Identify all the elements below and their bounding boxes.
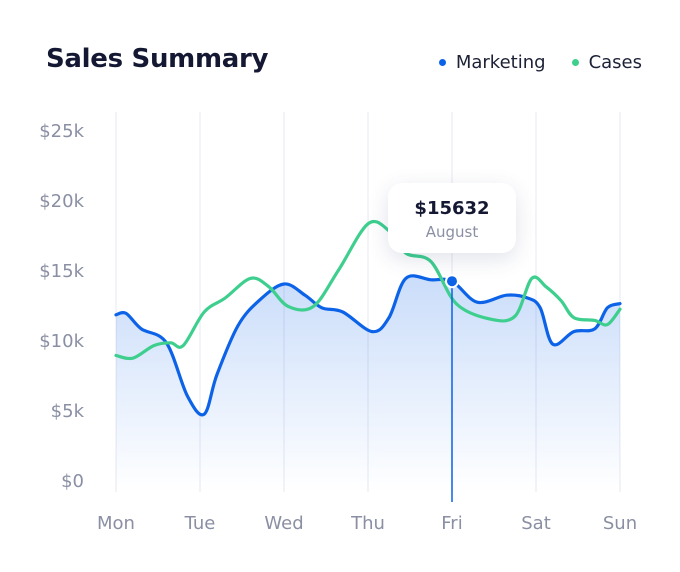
chart-tooltip: $15632 August xyxy=(388,183,516,253)
y-tick-2: $10k xyxy=(39,331,84,352)
legend-dot-marketing xyxy=(438,59,446,66)
chart-legend: Marketing Cases xyxy=(438,52,642,73)
legend-item-cases[interactable]: Cases xyxy=(571,52,642,73)
tooltip-label: August xyxy=(425,223,479,241)
x-tick-sun: Sun xyxy=(603,513,637,534)
legend-dot-cases xyxy=(571,59,579,66)
y-tick-0: $0 xyxy=(61,471,84,492)
legend-label-marketing: Marketing xyxy=(455,52,546,73)
legend-label-cases: Cases xyxy=(588,52,642,73)
highlight-point xyxy=(445,274,459,289)
series-line-marketing xyxy=(114,274,622,417)
series-area-marketing xyxy=(116,275,620,492)
x-tick-sat: Sat xyxy=(521,513,551,534)
y-tick-4: $20k xyxy=(39,191,84,212)
x-tick-mon: Mon xyxy=(97,513,135,534)
x-tick-fri: Fri xyxy=(441,513,462,534)
y-tick-5: $25k xyxy=(39,121,84,142)
chart-title: Sales Summary xyxy=(46,44,269,74)
x-tick-tue: Tue xyxy=(184,513,216,534)
legend-item-marketing[interactable]: Marketing xyxy=(438,52,546,73)
series-line-cases xyxy=(114,219,622,361)
y-tick-3: $15k xyxy=(39,261,84,282)
x-tick-thu: Thu xyxy=(350,513,385,534)
x-tick-wed: Wed xyxy=(264,513,303,534)
y-tick-1: $5k xyxy=(51,401,85,422)
tooltip-value: $15632 xyxy=(414,198,490,219)
